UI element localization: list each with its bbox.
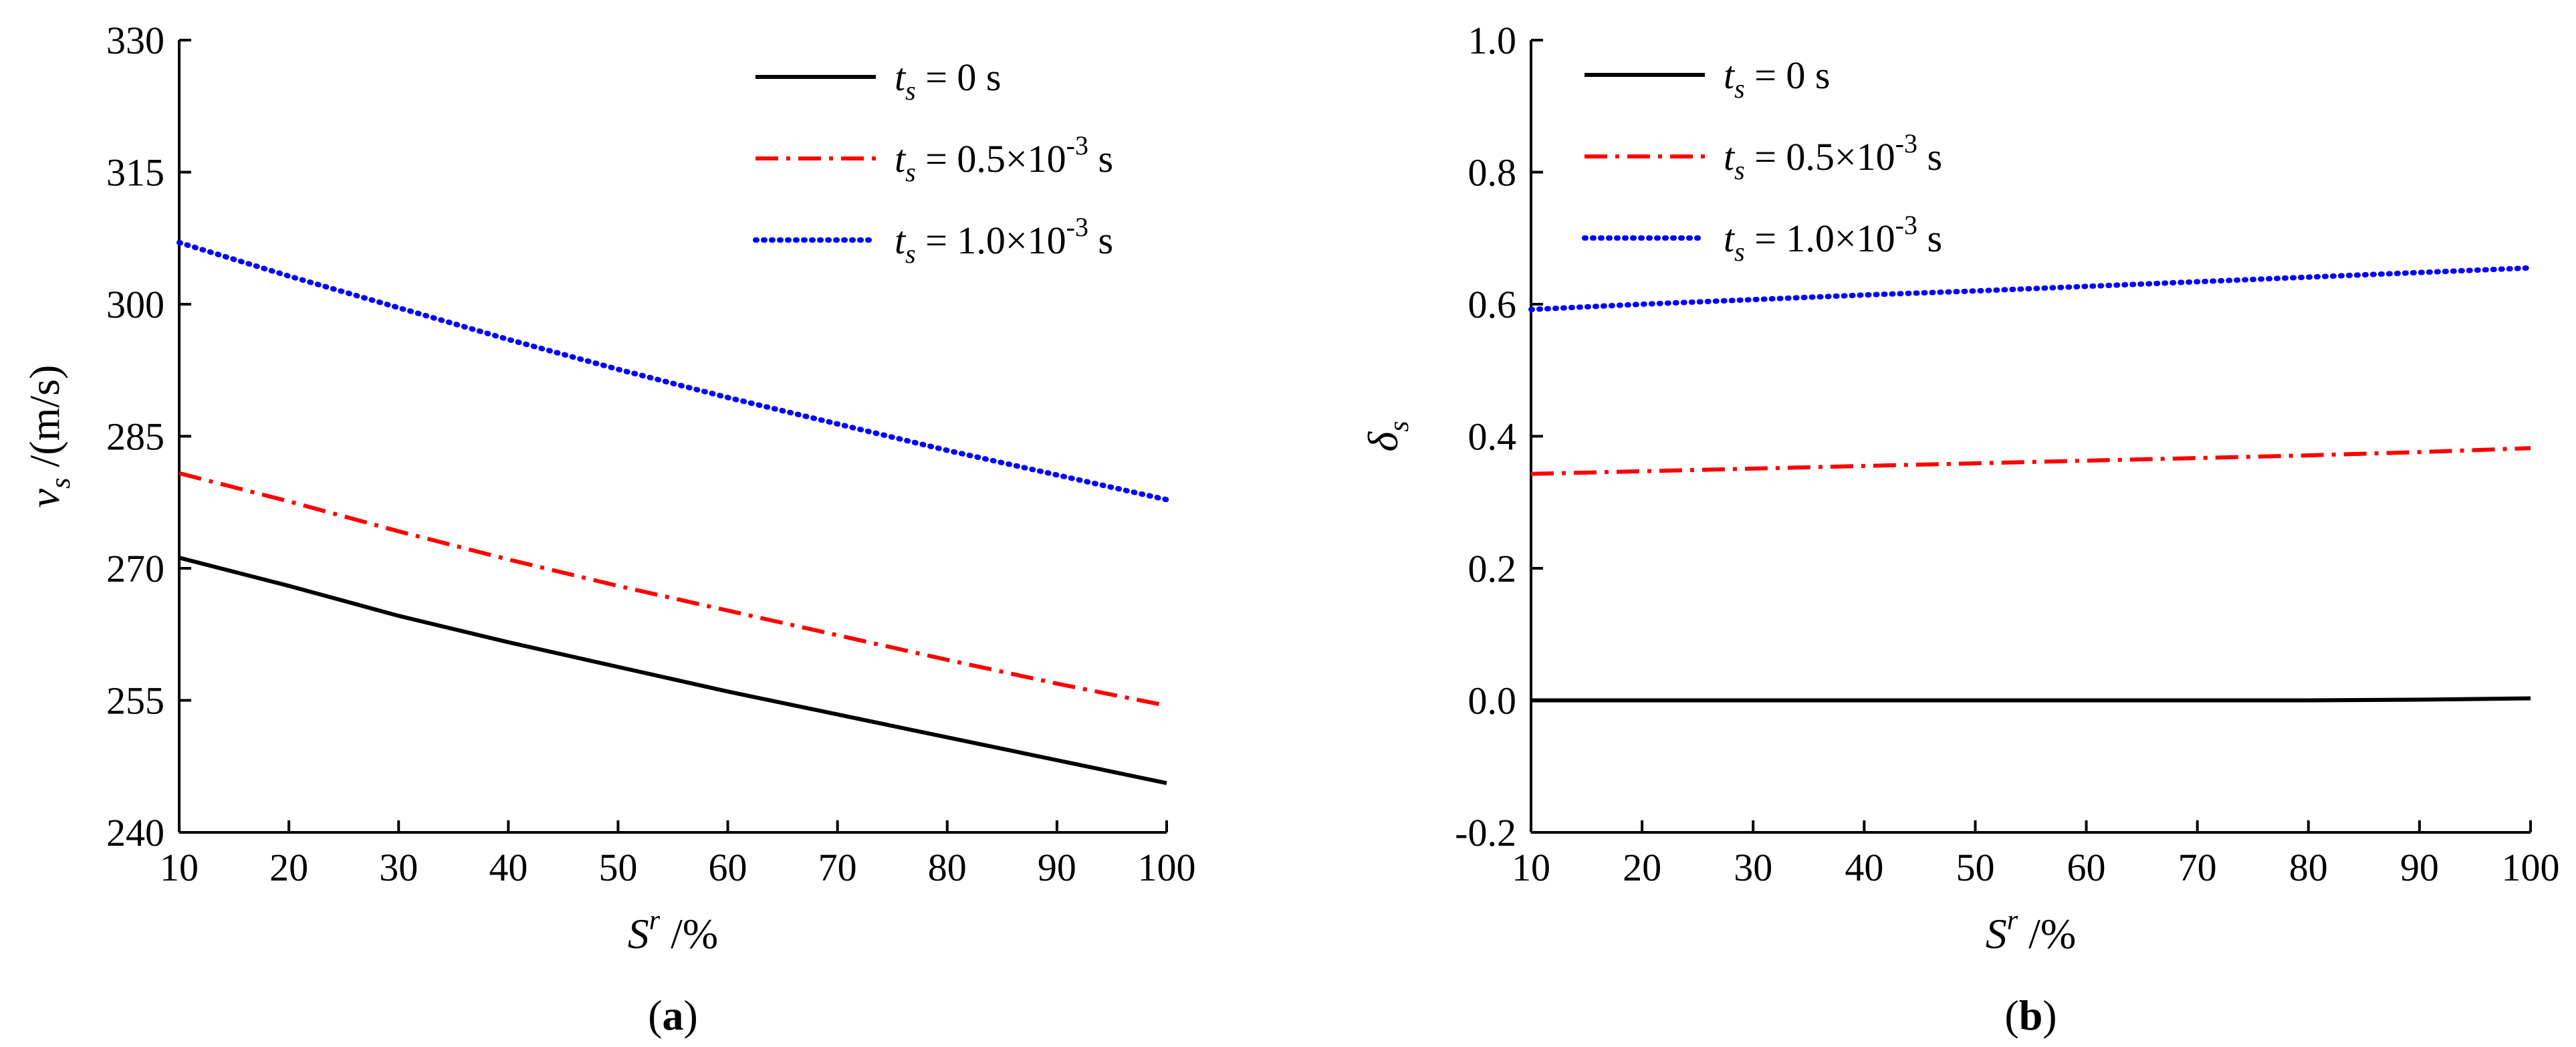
panel-label: (b) xyxy=(2004,992,2057,1039)
y-tick-label: 0.6 xyxy=(1468,283,1517,326)
x-tick-label: 50 xyxy=(1956,846,1994,889)
legend-label-1: ts = 0 s xyxy=(1724,53,1830,104)
x-axis-label: Sr /% xyxy=(1986,905,2076,957)
x-tick-label: 70 xyxy=(2178,846,2217,889)
x-tick-label: 70 xyxy=(818,846,857,889)
legend-label-3: ts = 1.0×10-3 s xyxy=(1724,210,1942,267)
series-line-2 xyxy=(179,471,1167,708)
legend-label-3: ts = 1.0×10-3 s xyxy=(895,212,1113,269)
y-tick-label: 0.0 xyxy=(1468,679,1517,723)
panel-a: 10 20 30 40 50 60 70 80 90 100 240 255 270 285 300 315 3… xyxy=(21,19,1196,1039)
y-tick-label: 1.0 xyxy=(1468,19,1517,62)
y-tick-label: 255 xyxy=(106,679,164,723)
y-axis-label: δs xyxy=(1359,421,1415,451)
x-tick-label: 80 xyxy=(2289,846,2328,889)
panel-label: (a) xyxy=(648,992,698,1039)
x-tick-label: 20 xyxy=(1623,846,1661,889)
y-tick-label: 0.4 xyxy=(1468,415,1517,459)
legend: ts = 0 s ts = 0.5×10-3 s ts = 1.0×10-3 s xyxy=(1582,53,1942,267)
x-tick-label: 20 xyxy=(269,846,308,889)
y-tick-label: 240 xyxy=(106,811,164,854)
series-line-1 xyxy=(179,556,1167,786)
y-axis-label: vs /(m/s) xyxy=(21,365,76,508)
y-tick-label: 0.2 xyxy=(1468,547,1517,590)
x-tick-label: 10 xyxy=(1512,846,1550,889)
x-tick-label: 10 xyxy=(160,846,199,889)
y-tick-label: 285 xyxy=(106,415,164,459)
x-tick-label: 90 xyxy=(2400,846,2439,889)
x-tick-label: 40 xyxy=(489,846,528,889)
x-tick-label: 80 xyxy=(928,846,967,889)
x-tick-label: 60 xyxy=(709,846,747,889)
series-line-3 xyxy=(177,239,1169,503)
series-line-3 xyxy=(1528,265,2533,312)
y-tick-label: 315 xyxy=(106,151,164,195)
x-tick-label: 100 xyxy=(1138,846,1196,889)
y-tick-label: 0.8 xyxy=(1468,151,1517,195)
x-tick-label: 90 xyxy=(1038,846,1076,889)
series-line-2 xyxy=(1530,446,2531,476)
x-axis-label: Sr /% xyxy=(628,905,718,957)
x-tick-label: 50 xyxy=(598,846,637,889)
y-tick-label: 330 xyxy=(106,19,164,62)
panel-b: 10 20 30 40 50 60 70 80 90 100 -0.2 0.0 0.2 0.4 0.6 0.8… xyxy=(1359,19,2560,1039)
y-tick-label: 300 xyxy=(106,283,164,326)
x-tick-label: 40 xyxy=(1845,846,1883,889)
x-tick-label: 30 xyxy=(1734,846,1772,889)
legend-label-1: ts = 0 s xyxy=(895,55,1001,106)
legend: ts = 0 s ts = 0.5×10-3 s ts = 1.0×10-3 s xyxy=(753,55,1113,269)
x-tick-label: 30 xyxy=(379,846,418,889)
x-tick-label: 100 xyxy=(2502,846,2560,889)
series-line-1 xyxy=(1531,696,2531,703)
legend-label-2: ts = 0.5×10-3 s xyxy=(1724,128,1942,185)
y-tick-label: 270 xyxy=(106,547,164,590)
legend-label-2: ts = 0.5×10-3 s xyxy=(895,130,1113,187)
x-tick-label: 60 xyxy=(2067,846,2106,889)
y-tick-label: -0.2 xyxy=(1455,811,1516,854)
